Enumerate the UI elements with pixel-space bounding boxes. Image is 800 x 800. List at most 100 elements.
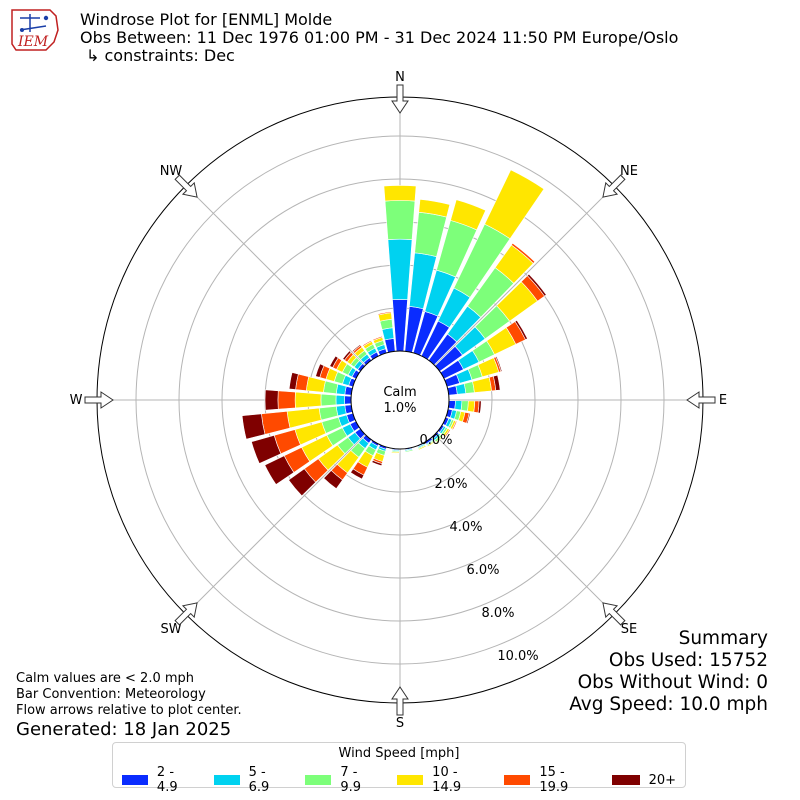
radial-tick-label: 10.0%	[497, 649, 538, 664]
flow-arrow-icon	[174, 174, 198, 198]
legend-label: 5 - 6.9	[248, 765, 270, 795]
flow-arrow-icon	[174, 602, 198, 626]
bar-segment-25-5	[264, 389, 279, 411]
chart-title: Windrose Plot for [ENML] Molde	[80, 10, 333, 29]
legend-swatch	[397, 775, 424, 785]
bar-segment-24-5	[241, 413, 266, 440]
calm-value: 1.0%	[383, 401, 416, 416]
notes-block: Calm values are < 2.0 mph Bar Convention…	[16, 671, 242, 719]
bar-segment-26-2	[323, 380, 339, 394]
bar-segment-0-0	[392, 299, 408, 352]
bar-segment-0-3	[383, 185, 417, 202]
flow-arrows	[84, 84, 716, 716]
legend-swatch	[611, 775, 640, 785]
grid-spoke	[434, 185, 615, 366]
bar-segment-31-4	[362, 339, 373, 347]
bar-segment-1-2	[414, 211, 447, 258]
bar-segment-12-4	[444, 428, 451, 438]
bar-segment-23-5	[251, 434, 282, 464]
legend-label: 15 - 19.9	[539, 765, 569, 795]
bar-segment-18-5	[371, 459, 383, 467]
bar-segment-0-1	[387, 238, 413, 301]
bar-segment-15-3	[418, 445, 427, 451]
flow-arrow-icon	[84, 391, 114, 409]
legend-label: 20+	[648, 772, 677, 788]
legend-title: Wind Speed [mph]	[338, 746, 460, 761]
bar-segment-25-0	[344, 395, 352, 405]
bar-segment-0-2	[384, 200, 416, 240]
grid-spoke	[185, 185, 366, 366]
bar-convention-note: Bar Convention: Meteorology	[16, 687, 206, 702]
bar-segment-25-1	[335, 394, 346, 406]
logo-text: IEM	[17, 34, 49, 50]
radial-tick-label: 2.0%	[434, 477, 467, 492]
radial-tick-labels: 0.0% 2.0% 4.0% 6.0% 8.0% 10.0%	[419, 433, 538, 664]
bar-segment-22-5	[264, 455, 295, 485]
flow-arrow-icon	[686, 391, 716, 409]
chart-subtitle: Obs Between: 11 Dec 1976 01:00 PM - 31 D…	[80, 28, 679, 47]
legend: Wind Speed [mph] 2 - 4.9 5 - 6.9 7 - 9.9 10…	[112, 742, 686, 795]
windrose-bars	[241, 169, 547, 497]
grid-spoke	[185, 434, 366, 615]
calm-circle-group: Calm 1.0%	[350, 350, 450, 450]
bar-segment-29-5	[342, 350, 352, 361]
bar-segment-25-4	[277, 390, 296, 410]
compass-label-sw: SW	[160, 622, 181, 637]
bar-segment-2-3	[450, 199, 487, 231]
compass-label-ne: NE	[620, 164, 638, 179]
title-block: Windrose Plot for [ENML] Molde Obs Betwe…	[80, 11, 678, 65]
compass-label-se: SE	[621, 622, 637, 637]
compass-label-nw: NW	[160, 164, 183, 179]
legend-swatch	[504, 775, 531, 785]
bar-segment-17-3	[391, 451, 400, 454]
legend-item: 15 - 19.9	[504, 765, 593, 795]
radial-tick-label: 8.0%	[481, 606, 514, 621]
legend-swatch	[305, 775, 332, 785]
grid-spoke	[434, 434, 615, 615]
bar-segment-26-3	[305, 376, 326, 393]
bar-segment-25-3	[294, 391, 322, 409]
flow-note: Flow arrows relative to plot center.	[16, 703, 242, 718]
bar-segment-9-2	[460, 400, 469, 412]
legend-item: 10 - 14.9	[397, 765, 486, 795]
bar-segment-21-5	[288, 468, 317, 497]
bar-segment-24-4	[261, 410, 291, 435]
bar-segment-27-5	[315, 363, 325, 378]
bar-segment-5-5	[526, 273, 547, 297]
legend-label: 7 - 9.9	[340, 765, 362, 795]
obs-without-wind: Obs Without Wind: 0	[577, 672, 768, 693]
constraints-label: ↳ constraints: Dec	[86, 46, 235, 65]
legend-item: 20+	[611, 765, 677, 795]
radial-tick-label: 0.0%	[419, 433, 452, 448]
compass-label-e: E	[719, 393, 727, 408]
legend-items: 2 - 4.9 5 - 6.9 7 - 9.9 10 - 14.9 15 - 19.9 2…	[113, 765, 685, 795]
bar-segment-26-5	[288, 372, 299, 390]
obs-used: Obs Used: 15752	[608, 650, 768, 671]
bar-segment-9-3	[467, 400, 476, 413]
bar-segment-28-5	[329, 355, 339, 368]
bar-segment-3-3	[484, 169, 545, 240]
flow-arrow-icon	[391, 686, 409, 716]
legend-label: 10 - 14.9	[432, 765, 462, 795]
legend-label: 2 - 4.9	[156, 765, 178, 795]
bar-segment-33-1	[381, 327, 395, 341]
flow-arrow-icon	[602, 174, 626, 198]
summary-box: Summary Obs Used: 15752 Obs Without Wind…	[569, 628, 768, 716]
bar-segment-20-5	[323, 470, 343, 490]
avg-speed: Avg Speed: 10.0 mph	[569, 694, 768, 715]
bar-segment-10-5	[466, 412, 471, 425]
bar-segment-1-3	[418, 199, 451, 218]
radial-tick-label: 6.0%	[466, 563, 499, 578]
iem-logo: IEM	[11, 9, 59, 51]
bar-segment-8-3	[472, 376, 492, 393]
flow-arrow-icon	[602, 602, 626, 626]
bar-segment-9-1	[454, 400, 463, 411]
compass-label-s: S	[396, 716, 404, 731]
bar-segment-33-4	[377, 311, 392, 316]
radial-tick-label: 4.0%	[449, 520, 482, 535]
bar-segment-8-5	[492, 374, 501, 391]
legend-item: 2 - 4.9	[122, 765, 196, 795]
bar-segment-11-4	[451, 420, 458, 431]
legend-swatch	[122, 775, 148, 785]
